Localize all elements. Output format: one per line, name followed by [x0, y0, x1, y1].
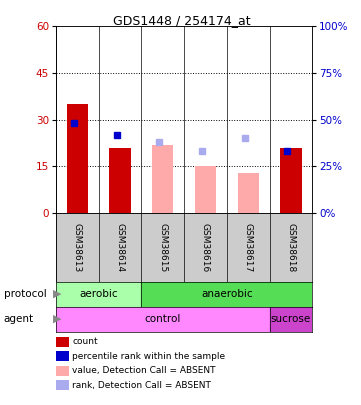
Bar [238, 173, 259, 213]
Text: anaerobic: anaerobic [201, 289, 253, 299]
Bar [142, 282, 312, 307]
Text: control: control [144, 314, 181, 324]
Text: GSM38616: GSM38616 [201, 223, 210, 272]
Bar [56, 282, 142, 307]
Text: count: count [72, 337, 98, 346]
Text: agent: agent [4, 314, 34, 324]
Bar [280, 148, 301, 213]
Text: protocol: protocol [4, 289, 46, 299]
Text: rank, Detection Call = ABSENT: rank, Detection Call = ABSENT [72, 381, 211, 390]
Bar [152, 145, 173, 213]
Text: percentile rank within the sample: percentile rank within the sample [72, 352, 225, 361]
Text: GSM38618: GSM38618 [286, 223, 295, 272]
Bar [109, 148, 131, 213]
Text: GSM38615: GSM38615 [158, 223, 167, 272]
Text: GSM38617: GSM38617 [244, 223, 253, 272]
Text: value, Detection Call = ABSENT: value, Detection Call = ABSENT [72, 366, 216, 375]
Bar [270, 307, 312, 332]
Text: aerobic: aerobic [79, 289, 118, 299]
Text: GDS1448 / 254174_at: GDS1448 / 254174_at [113, 14, 251, 27]
Text: ▶: ▶ [53, 289, 62, 299]
Text: sucrose: sucrose [271, 314, 311, 324]
Bar [56, 307, 270, 332]
Text: ▶: ▶ [53, 314, 62, 324]
Bar [67, 104, 88, 213]
Text: GSM38614: GSM38614 [116, 223, 125, 272]
Text: GSM38613: GSM38613 [73, 223, 82, 272]
Bar [195, 166, 216, 213]
